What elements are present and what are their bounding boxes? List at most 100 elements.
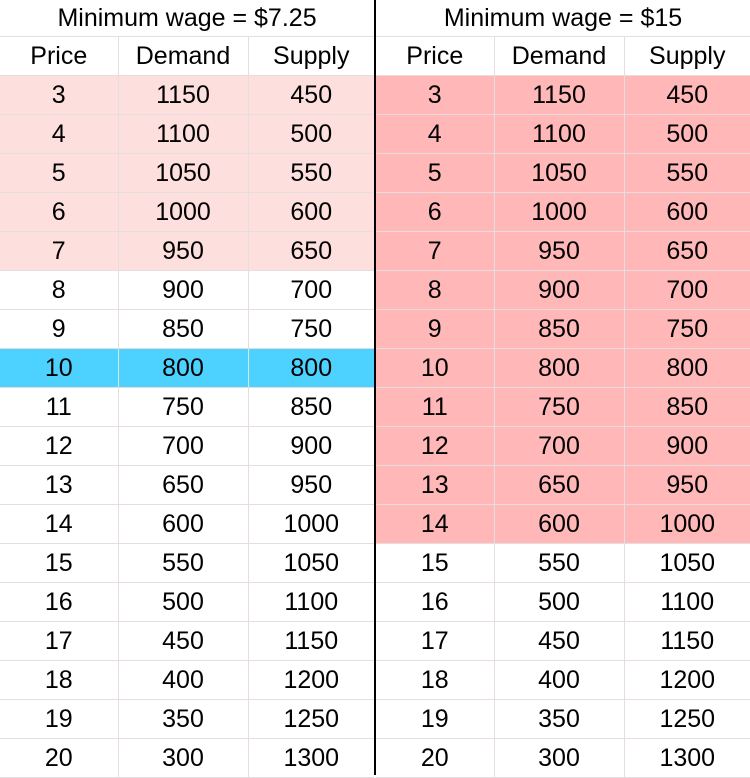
- table-row: 9 850 750: [0, 309, 375, 349]
- demand-cell: 1150: [494, 75, 625, 115]
- supply-cell: 1300: [248, 738, 375, 778]
- demand-cell: 550: [494, 543, 625, 583]
- price-cell: 6: [0, 192, 119, 232]
- supply-cell: 1000: [624, 504, 750, 544]
- header-row: Price Demand Supply: [376, 36, 750, 76]
- column-divider: [374, 0, 376, 775]
- column-header-demand: Demand: [118, 36, 249, 76]
- column-header-supply: Supply: [248, 36, 375, 76]
- table-row: 11 750 850: [0, 387, 375, 427]
- supply-cell: 600: [248, 192, 375, 232]
- price-cell: 7: [376, 231, 495, 271]
- demand-cell: 1000: [118, 192, 249, 232]
- supply-cell: 750: [248, 309, 375, 349]
- table-row: 12 700 900: [0, 426, 375, 466]
- supply-cell: 1100: [248, 582, 375, 622]
- supply-cell: 650: [248, 231, 375, 271]
- table-row: 17 450 1150: [376, 621, 750, 661]
- price-cell: 11: [376, 387, 495, 427]
- table-panel-right: Minimum wage = $15 Price Demand Supply 3…: [376, 0, 750, 778]
- table-row: 20 300 1300: [376, 738, 750, 778]
- demand-cell: 400: [494, 660, 625, 700]
- price-cell: 6: [376, 192, 495, 232]
- demand-cell: 350: [118, 699, 249, 739]
- table-row: 16 500 1100: [376, 582, 750, 622]
- supply-cell: 700: [248, 270, 375, 310]
- column-header-price: Price: [376, 36, 495, 76]
- price-cell: 5: [0, 153, 119, 193]
- supply-cell: 600: [624, 192, 750, 232]
- price-cell: 10: [376, 348, 495, 388]
- title-row: Minimum wage = $15: [376, 0, 750, 37]
- title-row: Minimum wage = $7.25: [0, 0, 375, 37]
- price-cell: 20: [376, 738, 495, 778]
- table-row: 16 500 1100: [0, 582, 375, 622]
- price-cell: 4: [0, 114, 119, 154]
- supply-cell: 500: [248, 114, 375, 154]
- supply-cell: 950: [248, 465, 375, 505]
- table-row: 13 650 950: [0, 465, 375, 505]
- demand-cell: 900: [494, 270, 625, 310]
- table-body: 3 1150 450 4 1100 500 5 1050 550 6 1000 600 7 950 650 8…: [376, 75, 750, 778]
- supply-cell: 1250: [624, 699, 750, 739]
- price-cell: 15: [376, 543, 495, 583]
- price-cell: 12: [0, 426, 119, 466]
- table-row: 3 1150 450: [0, 75, 375, 115]
- supply-cell: 450: [624, 75, 750, 115]
- table-row: 17 450 1150: [0, 621, 375, 661]
- supply-cell: 1000: [248, 504, 375, 544]
- demand-cell: 1050: [494, 153, 625, 193]
- price-cell: 18: [0, 660, 119, 700]
- price-cell: 11: [0, 387, 119, 427]
- column-header-price: Price: [0, 36, 119, 76]
- supply-cell: 800: [248, 348, 375, 388]
- price-cell: 15: [0, 543, 119, 583]
- price-cell: 17: [0, 621, 119, 661]
- demand-cell: 450: [118, 621, 249, 661]
- price-cell: 13: [376, 465, 495, 505]
- supply-cell: 1200: [624, 660, 750, 700]
- table-row: 10 800 800: [376, 348, 750, 388]
- table-row: 12 700 900: [376, 426, 750, 466]
- table-row: 11 750 850: [376, 387, 750, 427]
- supply-cell: 1050: [248, 543, 375, 583]
- price-cell: 16: [376, 582, 495, 622]
- supply-cell: 1150: [248, 621, 375, 661]
- price-cell: 10: [0, 348, 119, 388]
- demand-cell: 1100: [118, 114, 249, 154]
- table-row: 19 350 1250: [0, 699, 375, 739]
- price-cell: 14: [0, 504, 119, 544]
- price-cell: 12: [376, 426, 495, 466]
- supply-cell: 450: [248, 75, 375, 115]
- header-row: Price Demand Supply: [0, 36, 375, 76]
- price-cell: 20: [0, 738, 119, 778]
- column-header-supply: Supply: [624, 36, 750, 76]
- demand-cell: 750: [118, 387, 249, 427]
- demand-cell: 750: [494, 387, 625, 427]
- demand-cell: 650: [494, 465, 625, 505]
- table-row: 20 300 1300: [0, 738, 375, 778]
- demand-cell: 800: [494, 348, 625, 388]
- demand-cell: 500: [118, 582, 249, 622]
- table-row: 4 1100 500: [0, 114, 375, 154]
- price-cell: 3: [0, 75, 119, 115]
- demand-cell: 300: [494, 738, 625, 778]
- price-cell: 4: [376, 114, 495, 154]
- supply-cell: 800: [624, 348, 750, 388]
- supply-cell: 1300: [624, 738, 750, 778]
- table-row: 8 900 700: [0, 270, 375, 310]
- table-row: 13 650 950: [376, 465, 750, 505]
- table-row: 10 800 800: [0, 348, 375, 388]
- supply-cell: 1200: [248, 660, 375, 700]
- supply-cell: 550: [248, 153, 375, 193]
- supply-cell: 750: [624, 309, 750, 349]
- supply-cell: 700: [624, 270, 750, 310]
- supply-cell: 900: [624, 426, 750, 466]
- table-row: 9 850 750: [376, 309, 750, 349]
- table-row: 4 1100 500: [376, 114, 750, 154]
- table-row: 18 400 1200: [376, 660, 750, 700]
- demand-cell: 1050: [118, 153, 249, 193]
- demand-cell: 300: [118, 738, 249, 778]
- demand-cell: 1100: [494, 114, 625, 154]
- supply-cell: 500: [624, 114, 750, 154]
